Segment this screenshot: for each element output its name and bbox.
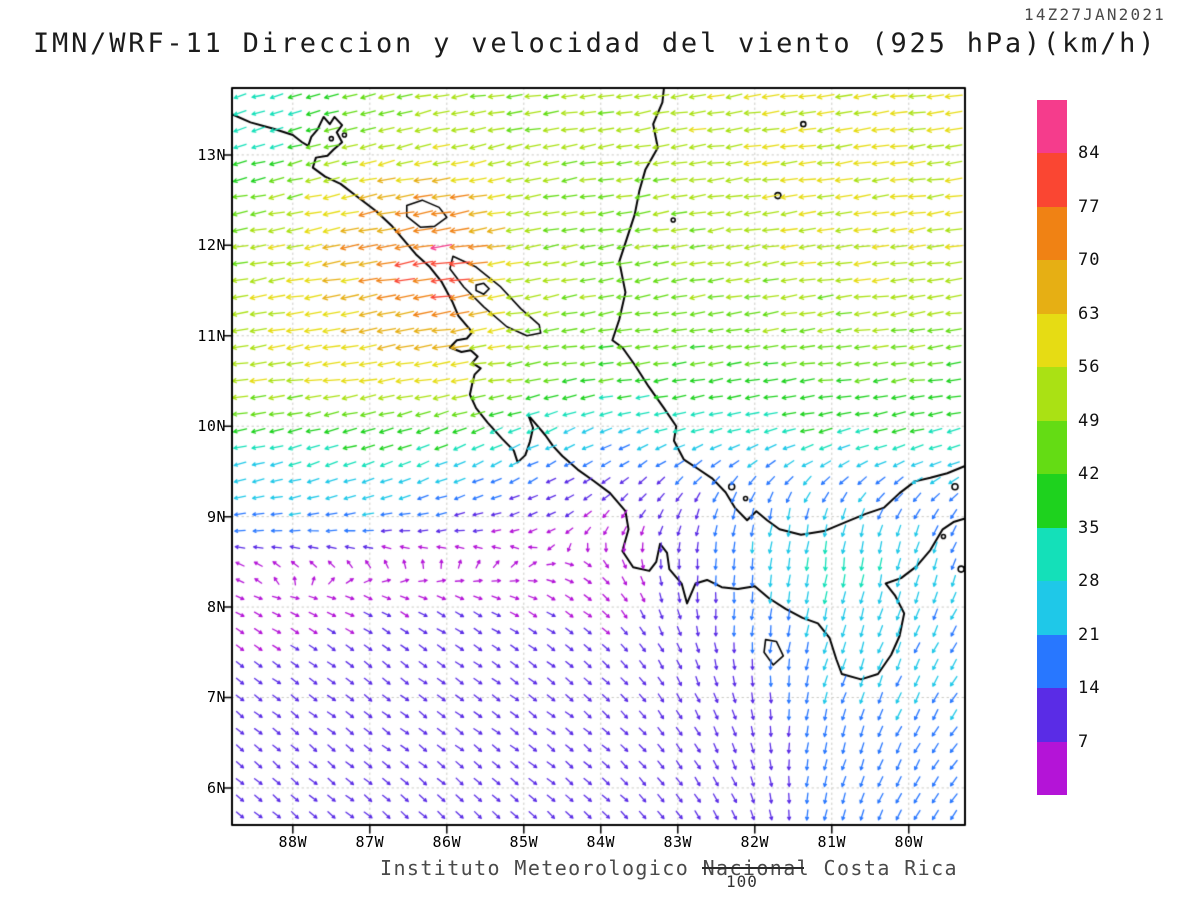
colorbar-label: 70	[1078, 250, 1101, 271]
colorbar-label: 42	[1078, 464, 1101, 485]
page-title: IMN/WRF-11 Direccion y velocidad del vie…	[33, 28, 1158, 59]
colorbar-label: 14	[1078, 678, 1101, 699]
colorbar-segment	[1037, 367, 1067, 421]
colorbar-label: 35	[1078, 517, 1101, 538]
colorbar-label: 77	[1078, 196, 1101, 217]
x-axis-label: 82W	[740, 833, 770, 851]
forecast-timestamp: 14Z27JAN2021	[1024, 5, 1166, 24]
colorbar-label: 28	[1078, 571, 1101, 592]
colorbar-label: 7	[1078, 731, 1090, 752]
colorbar-segment	[1037, 474, 1067, 528]
y-axis-label: 11N	[197, 326, 226, 345]
colorbar-segment	[1037, 206, 1067, 261]
reference-vector-arrow	[702, 867, 804, 869]
y-axis-label: 9N	[206, 507, 226, 526]
colorbar-label: 49	[1078, 410, 1101, 431]
y-axis-label: 10N	[197, 417, 226, 436]
x-axis-label: 80W	[894, 833, 924, 851]
colorbar-segment	[1037, 420, 1067, 475]
colorbar-label: 21	[1078, 624, 1101, 645]
x-axis-label: 84W	[586, 833, 616, 851]
wind-speed-colorbar	[1037, 100, 1067, 796]
x-axis-label: 86W	[432, 833, 462, 851]
colorbar-segment	[1037, 527, 1067, 582]
y-axis-label: 7N	[206, 688, 226, 707]
y-axis-label: 8N	[206, 598, 226, 617]
x-axis-label: 87W	[355, 833, 385, 851]
y-axis-label: 13N	[197, 145, 226, 164]
colorbar-segment	[1037, 634, 1067, 689]
y-axis-label: 6N	[206, 778, 226, 797]
x-axis-label: 88W	[278, 833, 308, 851]
colorbar-segment	[1037, 260, 1067, 314]
colorbar-segment	[1037, 100, 1067, 154]
colorbar-segment	[1037, 313, 1067, 368]
x-axis-label: 81W	[817, 833, 847, 851]
colorbar-segment	[1037, 741, 1067, 796]
colorbar-label: 56	[1078, 357, 1101, 378]
reference-vector-label: 100	[726, 872, 758, 891]
colorbar-segment	[1037, 581, 1067, 635]
colorbar-segment	[1037, 688, 1067, 742]
x-axis-label: 85W	[509, 833, 539, 851]
y-axis-label: 12N	[197, 236, 226, 255]
x-axis-label: 83W	[663, 833, 693, 851]
footer-credit: Instituto Meteorologico Nacional Costa R…	[380, 856, 958, 880]
colorbar-label: 84	[1078, 143, 1101, 164]
colorbar-segment	[1037, 153, 1067, 207]
colorbar-label: 63	[1078, 303, 1101, 324]
